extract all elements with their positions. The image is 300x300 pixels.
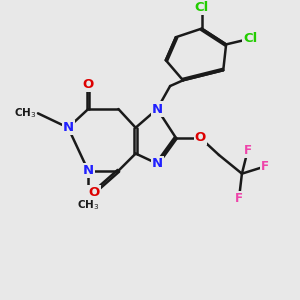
Text: CH$_3$: CH$_3$ bbox=[14, 106, 37, 120]
Text: O: O bbox=[82, 78, 94, 91]
Text: F: F bbox=[244, 144, 252, 157]
Text: Cl: Cl bbox=[243, 32, 258, 45]
Text: O: O bbox=[195, 131, 206, 144]
Text: Cl: Cl bbox=[195, 1, 209, 13]
Text: O: O bbox=[88, 186, 100, 199]
Text: N: N bbox=[152, 157, 163, 170]
Text: F: F bbox=[261, 160, 269, 173]
Text: N: N bbox=[63, 121, 74, 134]
Text: CH$_3$: CH$_3$ bbox=[77, 198, 100, 212]
Text: N: N bbox=[83, 164, 94, 177]
Text: F: F bbox=[235, 192, 243, 205]
Text: N: N bbox=[152, 103, 163, 116]
